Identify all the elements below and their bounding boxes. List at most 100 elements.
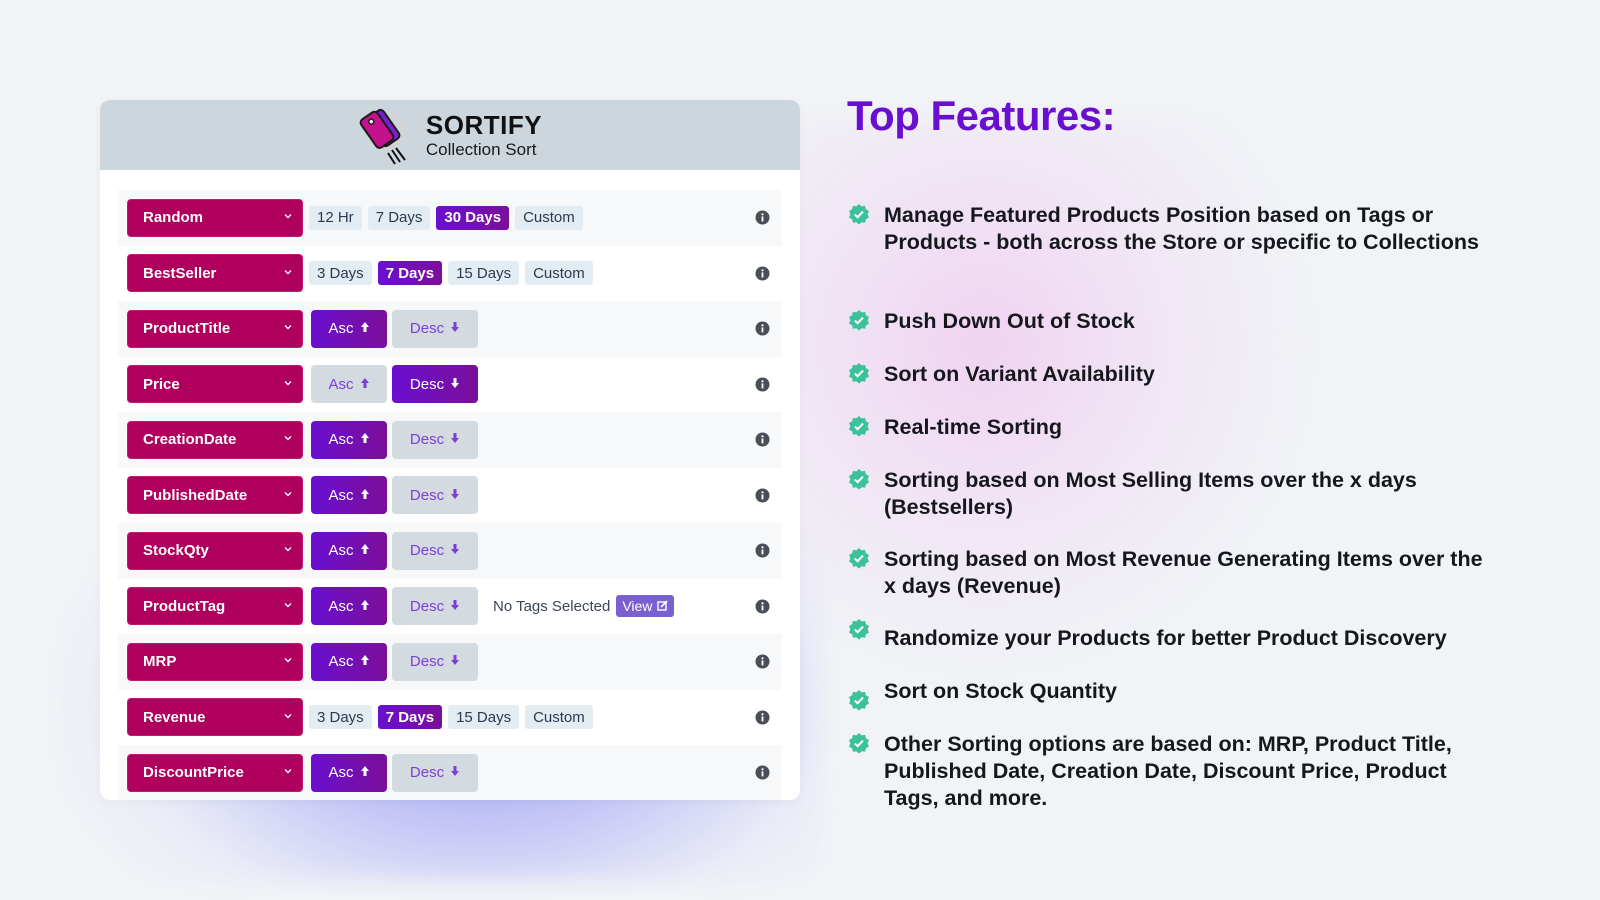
sort-field-label: MRP: [143, 653, 177, 671]
check-badge-icon: [847, 732, 871, 756]
check-badge-icon: [847, 468, 871, 492]
order-buttons: Asc Desc: [311, 642, 478, 681]
chevron-down-icon: [282, 542, 294, 559]
feature-item: Sorting based on Most Revenue Generating…: [847, 546, 1487, 600]
arrow-up-icon: [360, 320, 370, 337]
desc-button[interactable]: Desc: [392, 642, 478, 681]
info-icon[interactable]: [755, 710, 770, 725]
sort-field-select[interactable]: DiscountPrice: [127, 753, 303, 792]
desc-label: Desc: [409, 320, 445, 338]
info-icon[interactable]: [755, 543, 770, 558]
sort-field-select[interactable]: StockQty: [127, 531, 303, 570]
asc-label: Asc: [328, 431, 354, 449]
period-option[interactable]: Custom: [525, 705, 593, 730]
asc-button[interactable]: Asc: [311, 531, 387, 570]
desc-button[interactable]: Desc: [392, 476, 478, 515]
features-section: Top Features: Manage Featured Products P…: [847, 92, 1487, 810]
sort-row-discountprice: DiscountPrice Asc Desc: [118, 745, 782, 800]
feature-item: Real-time Sorting: [847, 414, 1062, 441]
period-option[interactable]: 15 Days: [448, 261, 520, 286]
desc-button[interactable]: Desc: [392, 531, 478, 570]
period-option[interactable]: 3 Days: [309, 705, 372, 730]
asc-label: Asc: [328, 764, 354, 782]
period-option[interactable]: 7 Days: [377, 261, 443, 286]
feature-text: Randomize your Products for better Produ…: [884, 626, 1447, 650]
info-icon[interactable]: [755, 599, 770, 614]
asc-label: Asc: [328, 597, 354, 615]
asc-button[interactable]: Asc: [311, 420, 387, 459]
desc-button[interactable]: Desc: [392, 587, 478, 626]
desc-button[interactable]: Desc: [392, 753, 478, 792]
sort-row-mrp: MRP Asc Desc: [118, 634, 782, 690]
arrow-down-icon: [450, 487, 460, 504]
brand-name: SORTIFY: [425, 110, 543, 140]
desc-button[interactable]: Desc: [392, 420, 478, 459]
sort-field-select[interactable]: MRP: [127, 642, 303, 681]
period-option[interactable]: 15 Days: [448, 705, 520, 730]
sort-field-label: Price: [143, 375, 180, 393]
sort-field-select[interactable]: ProductTag: [127, 587, 303, 626]
info-icon[interactable]: [755, 765, 770, 780]
desc-label: Desc: [409, 375, 445, 393]
order-buttons: Asc Desc: [311, 531, 478, 570]
order-buttons: Asc Desc: [311, 420, 478, 459]
asc-label: Asc: [328, 486, 354, 504]
arrow-up-icon: [360, 653, 370, 670]
check-badge-icon: [847, 547, 871, 571]
asc-button[interactable]: Asc: [311, 476, 387, 515]
info-icon[interactable]: [755, 654, 770, 669]
info-icon[interactable]: [755, 488, 770, 503]
sort-row-bestseller: BestSeller 3 Days 7 Days 15 Days Custom: [118, 246, 782, 302]
arrow-up-icon: [360, 376, 370, 393]
sort-field-select[interactable]: Price: [127, 365, 303, 404]
period-option[interactable]: 12 Hr: [309, 205, 362, 230]
sort-field-label: ProductTag: [143, 597, 226, 615]
chevron-down-icon: [282, 653, 294, 670]
asc-button[interactable]: Asc: [311, 753, 387, 792]
info-icon[interactable]: [755, 377, 770, 392]
info-icon[interactable]: [755, 321, 770, 336]
period-option[interactable]: 7 Days: [367, 205, 431, 230]
feature-item: Randomize your Products for better Produ…: [847, 619, 1447, 652]
info-icon[interactable]: [755, 266, 770, 281]
period-option[interactable]: Custom: [525, 261, 593, 286]
features-title: Top Features:: [847, 92, 1116, 139]
check-badge-icon: [847, 689, 871, 713]
arrow-down-icon: [450, 764, 460, 781]
chevron-down-icon: [282, 265, 294, 282]
view-label: View: [622, 598, 653, 615]
sort-field-select[interactable]: PublishedDate: [127, 476, 303, 515]
sort-field-select[interactable]: Random: [127, 198, 303, 237]
sort-field-select[interactable]: ProductTitle: [127, 309, 303, 348]
order-buttons: Asc Desc: [311, 309, 478, 348]
arrow-up-icon: [360, 764, 370, 781]
sort-field-label: StockQty: [143, 542, 209, 560]
sort-field-select[interactable]: BestSeller: [127, 254, 303, 293]
period-option[interactable]: Custom: [515, 205, 583, 230]
sort-field-select[interactable]: Revenue: [127, 698, 303, 737]
feature-text: Other Sorting options are based on: MRP,…: [884, 732, 1452, 810]
desc-button[interactable]: Desc: [392, 309, 478, 348]
sort-row-creationdate: CreationDate Asc Desc: [118, 412, 782, 468]
asc-button[interactable]: Asc: [311, 309, 387, 348]
chevron-down-icon: [282, 320, 294, 337]
order-buttons: Asc Desc: [311, 476, 478, 515]
sort-field-label: ProductTitle: [143, 320, 231, 338]
feature-text: Push Down Out of Stock: [884, 309, 1135, 333]
asc-button[interactable]: Asc: [311, 587, 387, 626]
sort-field-label: Random: [143, 209, 203, 227]
desc-button[interactable]: Desc: [392, 365, 478, 404]
asc-button[interactable]: Asc: [311, 365, 387, 404]
period-option[interactable]: 7 Days: [377, 705, 443, 730]
info-icon[interactable]: [755, 432, 770, 447]
period-option[interactable]: 3 Days: [309, 261, 372, 286]
desc-label: Desc: [409, 486, 445, 504]
info-icon[interactable]: [755, 210, 770, 225]
sort-field-select[interactable]: CreationDate: [127, 420, 303, 459]
chevron-down-icon: [282, 764, 294, 781]
feature-item: Push Down Out of Stock: [847, 308, 1135, 335]
period-option[interactable]: 30 Days: [436, 205, 510, 230]
asc-button[interactable]: Asc: [311, 642, 387, 681]
sort-row-producttag: ProductTag Asc Desc No Tags Selected View: [118, 579, 782, 635]
view-tags-button[interactable]: View: [616, 595, 675, 618]
